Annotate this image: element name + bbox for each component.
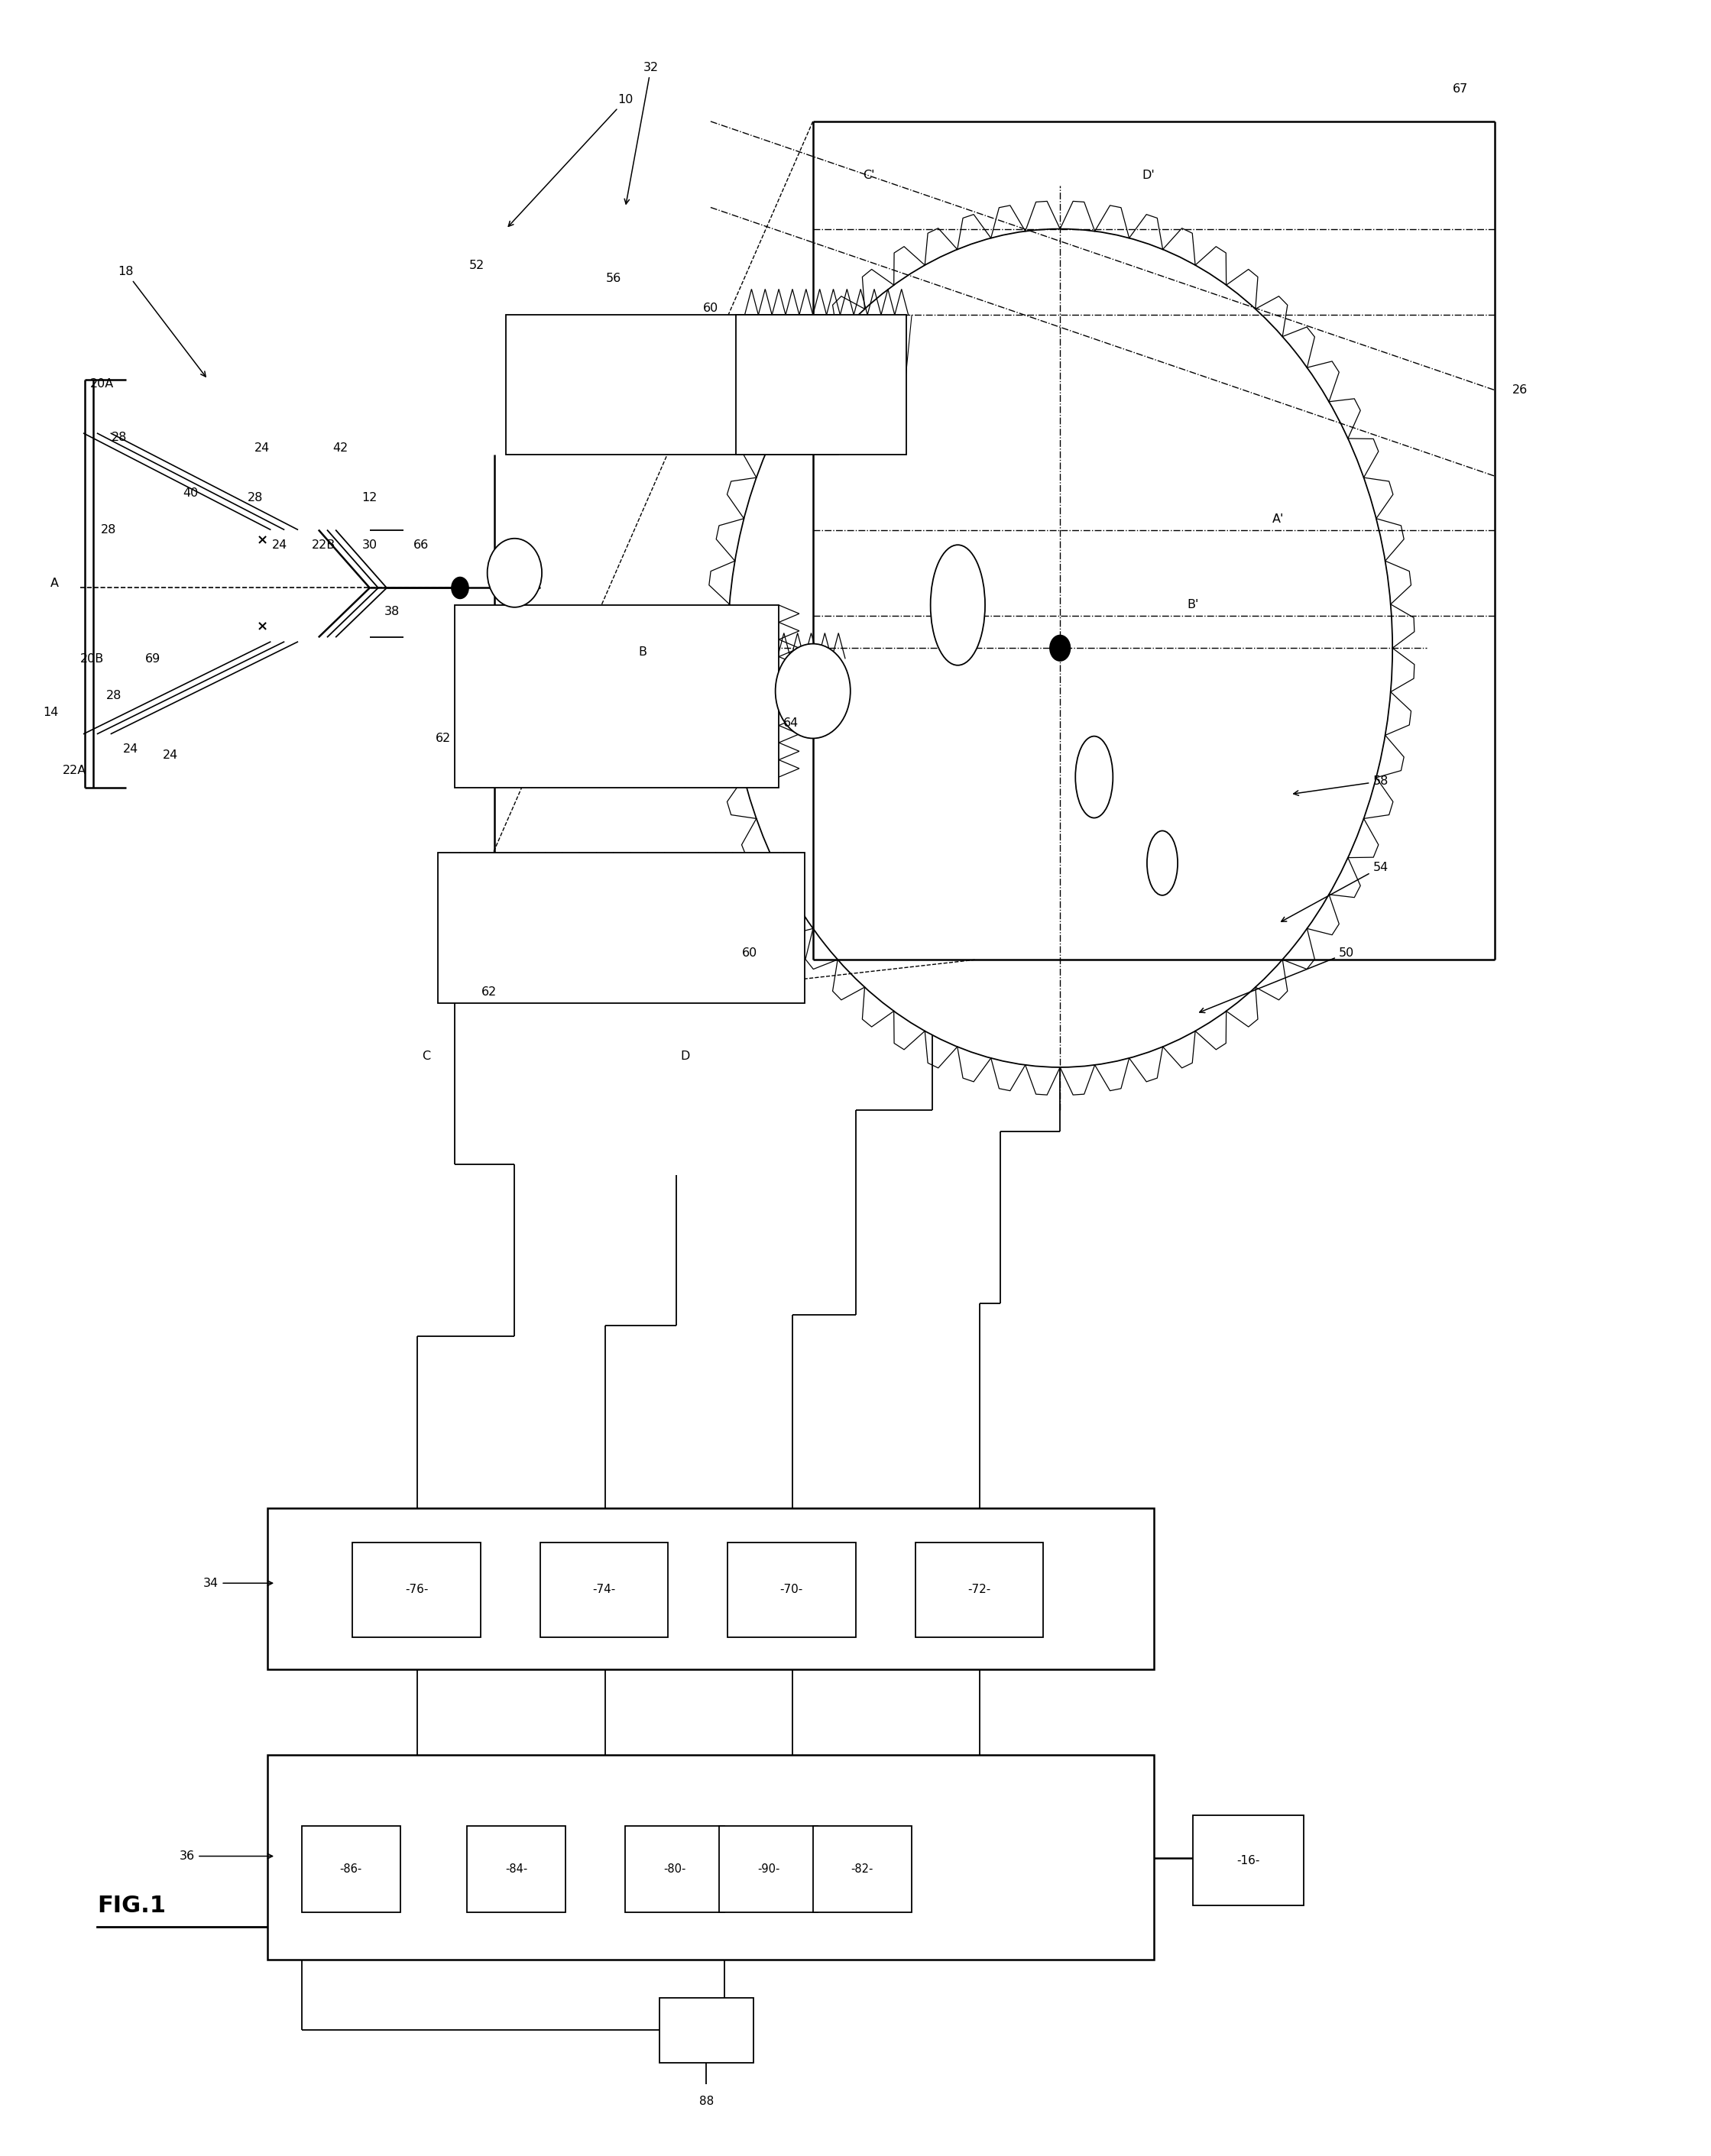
Text: -84-: -84- bbox=[505, 1863, 527, 1876]
Text: 32: 32 bbox=[625, 63, 659, 205]
Bar bbox=[915, 1542, 1044, 1636]
Text: -70-: -70- bbox=[780, 1585, 802, 1595]
Text: -16-: -16- bbox=[1237, 1854, 1259, 1867]
Text: 24: 24 bbox=[272, 539, 287, 550]
Text: 22B: 22B bbox=[311, 539, 335, 550]
Bar bbox=[506, 315, 838, 455]
Bar bbox=[267, 1755, 1153, 1960]
Text: 50: 50 bbox=[1199, 949, 1353, 1013]
Bar bbox=[659, 1999, 753, 2063]
Text: 42: 42 bbox=[334, 442, 349, 455]
Text: 38: 38 bbox=[383, 606, 400, 617]
Bar bbox=[267, 1507, 1153, 1669]
Text: -80-: -80- bbox=[664, 1863, 686, 1876]
Text: 64: 64 bbox=[784, 718, 799, 729]
Bar bbox=[736, 315, 907, 455]
Text: 28: 28 bbox=[248, 492, 263, 502]
Text: -90-: -90- bbox=[758, 1863, 780, 1876]
Bar bbox=[719, 1826, 818, 1912]
Bar bbox=[541, 1542, 667, 1636]
Text: 26: 26 bbox=[1513, 384, 1528, 397]
Ellipse shape bbox=[1076, 735, 1112, 817]
Ellipse shape bbox=[931, 545, 986, 666]
Bar bbox=[352, 1542, 481, 1636]
Text: 10: 10 bbox=[508, 95, 633, 226]
Text: 62: 62 bbox=[435, 733, 450, 744]
Text: -86-: -86- bbox=[340, 1863, 363, 1876]
Text: 34: 34 bbox=[204, 1578, 272, 1589]
Text: 28: 28 bbox=[106, 690, 121, 701]
Text: 24: 24 bbox=[163, 750, 178, 761]
Text: 62: 62 bbox=[481, 985, 496, 998]
Text: 24: 24 bbox=[255, 442, 270, 455]
Text: 28: 28 bbox=[111, 431, 127, 444]
Text: -76-: -76- bbox=[406, 1585, 428, 1595]
Text: B: B bbox=[638, 647, 647, 658]
Circle shape bbox=[1051, 636, 1071, 662]
Text: 20B: 20B bbox=[80, 653, 104, 664]
Bar bbox=[455, 606, 779, 787]
Text: 12: 12 bbox=[363, 492, 378, 502]
Text: D: D bbox=[681, 1050, 690, 1063]
Text: ×: × bbox=[257, 619, 269, 634]
Bar bbox=[727, 1542, 856, 1636]
Text: ×: × bbox=[257, 535, 269, 548]
Ellipse shape bbox=[1146, 830, 1177, 895]
Text: 67: 67 bbox=[1453, 84, 1468, 95]
Circle shape bbox=[488, 539, 542, 608]
Text: 60: 60 bbox=[743, 949, 758, 959]
Text: 56: 56 bbox=[606, 272, 621, 285]
Text: 60: 60 bbox=[703, 302, 719, 315]
Text: -74-: -74- bbox=[592, 1585, 616, 1595]
Circle shape bbox=[775, 645, 850, 737]
Bar bbox=[813, 1826, 912, 1912]
Text: C': C' bbox=[864, 170, 874, 181]
Text: 88: 88 bbox=[700, 2096, 713, 2106]
Text: 69: 69 bbox=[145, 653, 161, 664]
Text: 40: 40 bbox=[183, 487, 198, 498]
Text: A': A' bbox=[1273, 513, 1285, 524]
Bar bbox=[626, 1826, 724, 1912]
Text: 36: 36 bbox=[180, 1850, 272, 1863]
Text: 24: 24 bbox=[123, 744, 139, 755]
Text: 52: 52 bbox=[469, 259, 484, 272]
Text: B': B' bbox=[1187, 599, 1199, 610]
Bar bbox=[467, 1826, 566, 1912]
Circle shape bbox=[727, 229, 1393, 1067]
Text: 18: 18 bbox=[118, 265, 205, 377]
Text: C: C bbox=[421, 1050, 429, 1063]
Text: 66: 66 bbox=[412, 539, 428, 550]
Bar bbox=[1193, 1815, 1304, 1906]
Text: 54: 54 bbox=[1282, 862, 1388, 921]
Text: FIG.1: FIG.1 bbox=[98, 1895, 166, 1917]
Text: -82-: -82- bbox=[850, 1863, 874, 1876]
Circle shape bbox=[452, 578, 469, 599]
Bar bbox=[301, 1826, 400, 1912]
Text: 58: 58 bbox=[1294, 776, 1388, 796]
Text: A: A bbox=[50, 578, 58, 589]
Text: 28: 28 bbox=[101, 524, 116, 535]
Text: D': D' bbox=[1143, 170, 1155, 181]
Text: 14: 14 bbox=[43, 707, 58, 718]
Text: -72-: -72- bbox=[967, 1585, 991, 1595]
Bar bbox=[438, 852, 804, 1003]
Text: 30: 30 bbox=[363, 539, 378, 550]
Text: 22A: 22A bbox=[63, 765, 87, 776]
Text: 20A: 20A bbox=[91, 377, 115, 390]
